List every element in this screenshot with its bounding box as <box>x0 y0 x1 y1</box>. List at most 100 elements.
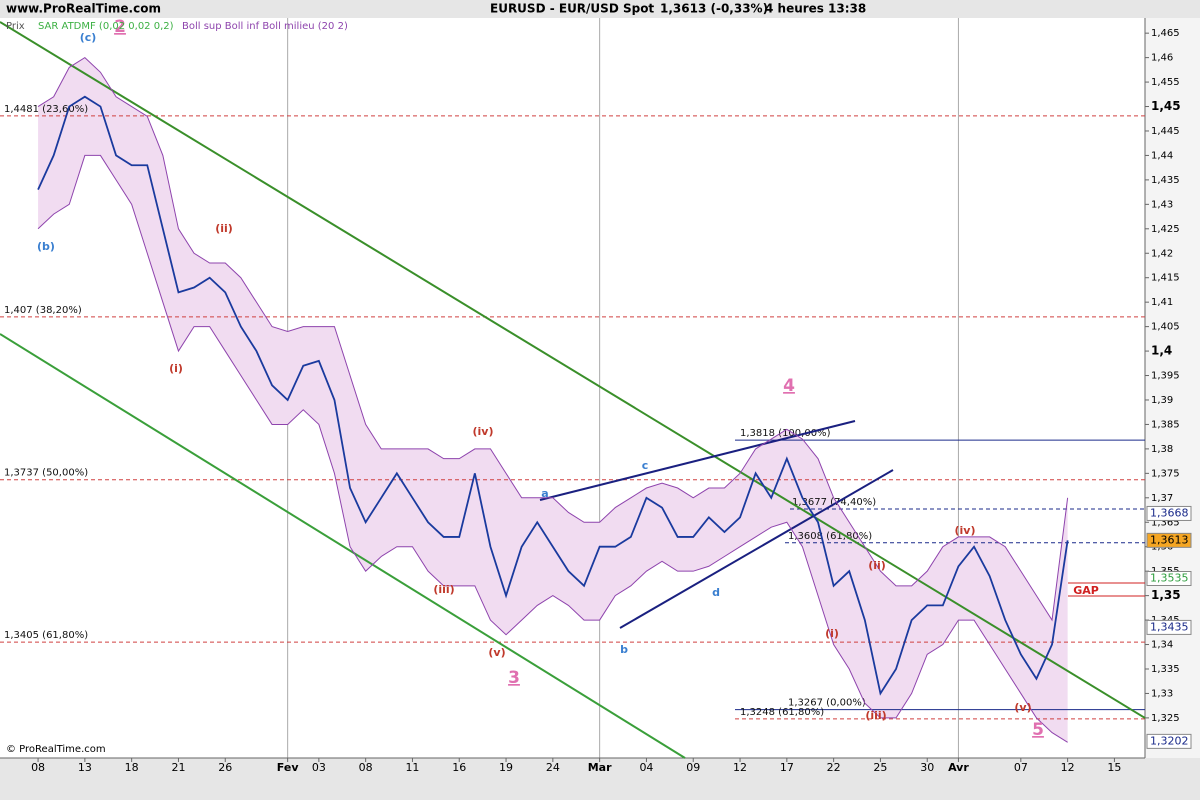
x-tick-label: 07 <box>1014 761 1028 774</box>
x-tick-label: 26 <box>218 761 232 774</box>
x-tick-label: 13 <box>78 761 92 774</box>
x-tick-label: 15 <box>1107 761 1121 774</box>
fib-label: 1,3677 (74,40%) <box>792 497 876 508</box>
price-tag-label: 1,3535 <box>1150 572 1189 585</box>
wave-label: (ii) <box>868 559 886 572</box>
y-tick-label: 1,37 <box>1151 493 1173 504</box>
price-tag <box>1146 571 1192 587</box>
price-tag-label: 1,3202 <box>1150 734 1189 747</box>
price-tag <box>1146 532 1192 548</box>
fib-label: 1,3248 (61,80%) <box>740 707 824 718</box>
trend-line <box>0 21 1146 719</box>
timeframe: 4 heures <box>765 2 824 16</box>
y-tick-label: 1,435 <box>1151 175 1180 186</box>
wave-label: 3 <box>508 668 520 688</box>
price-tag <box>1146 619 1192 635</box>
y-tick-label: 1,415 <box>1151 273 1180 284</box>
wave-label: (i) <box>825 627 839 640</box>
quote: 1,3613 (-0,33%) <box>660 2 768 16</box>
x-tick-label: 30 <box>920 761 934 774</box>
price-tag-label: 1,3435 <box>1150 620 1189 633</box>
trend-line <box>539 420 856 501</box>
x-tick-label: 21 <box>171 761 185 774</box>
y-tick-label: 1,335 <box>1151 664 1180 675</box>
fib-label: 1,3608 (61,80%) <box>788 531 872 542</box>
x-tick-label: 04 <box>639 761 653 774</box>
instrument: EURUSD - EUR/USD Spot <box>490 2 654 16</box>
y-tick-label: 1,445 <box>1151 126 1180 137</box>
wave-label: (iv) <box>473 425 494 438</box>
fib-label: 1,3267 (0,00%) <box>788 698 866 709</box>
fib-label: 1,3737 (50,00%) <box>4 468 88 479</box>
x-axis-panel <box>0 758 1200 800</box>
price-tag <box>1146 733 1192 749</box>
y-tick-label: 1,43 <box>1151 199 1173 210</box>
x-tick-label: 12 <box>1061 761 1075 774</box>
legend-entry: Prix <box>6 21 25 32</box>
y-tick-label: 1,375 <box>1151 468 1180 479</box>
x-tick-label: 18 <box>125 761 139 774</box>
trend-line <box>619 469 894 629</box>
price-tag-label: 1,3668 <box>1150 506 1189 519</box>
legend-entry: Boll sup Boll inf Boll milieu (20 2) <box>182 21 348 32</box>
fib-label: 1,4481 (23,60%) <box>4 104 88 115</box>
price-tag-label: 1,3613 <box>1150 533 1189 546</box>
time: 13:38 <box>828 2 866 16</box>
wave-label: (c) <box>80 31 97 44</box>
wave-label: 5 <box>1032 720 1044 740</box>
wave-label: (i) <box>169 362 183 375</box>
x-tick-label: 19 <box>499 761 513 774</box>
wave-label: 2 <box>114 17 126 37</box>
y-tick-label: 1,39 <box>1151 395 1173 406</box>
x-tick-label: 24 <box>546 761 560 774</box>
wave-label: b <box>620 643 628 656</box>
wave-label: d <box>712 586 720 599</box>
bollinger-line <box>37 154 1068 743</box>
fib-label: 1,3818 (100,00%) <box>740 428 831 439</box>
y-tick-label: 1,35 <box>1151 588 1181 602</box>
y-tick-label: 1,46 <box>1151 53 1173 64</box>
y-tick-label: 1,42 <box>1151 248 1173 259</box>
y-tick-label: 1,4 <box>1151 344 1172 358</box>
fib-label: 1,407 (38,20%) <box>4 305 82 316</box>
x-tick-label: 25 <box>873 761 887 774</box>
x-tick-label: 17 <box>780 761 794 774</box>
x-tick-label: Mar <box>588 761 612 774</box>
x-tick-label: 08 <box>359 761 373 774</box>
x-tick-label: Avr <box>948 761 969 774</box>
y-tick-label: 1,365 <box>1151 517 1180 528</box>
y-tick-label: 1,34 <box>1151 640 1173 651</box>
y-tick-label: 1,455 <box>1151 77 1180 88</box>
fib-label: 1,3405 (61,80%) <box>4 630 88 641</box>
x-tick-label: 12 <box>733 761 747 774</box>
y-tick-label: 1,405 <box>1151 322 1180 333</box>
wave-label: (v) <box>488 646 505 659</box>
wave-label: (ii) <box>215 222 233 235</box>
wave-label: (iv) <box>955 524 976 537</box>
legend-entry: SAR ATDMF (0,02 0,02 0,2) <box>38 21 174 32</box>
y-tick-label: 1,465 <box>1151 28 1180 39</box>
wave-label: a <box>541 487 548 500</box>
plot-area: 08 13 18 21 26 Fev 03 08 11 16 19 24 Mar 04 09 12 17 22 25… <box>0 17 1192 774</box>
y-tick-label: 1,44 <box>1151 150 1173 161</box>
header-bar <box>0 0 1200 18</box>
wave-label: (iii) <box>433 583 454 596</box>
wave-label: c <box>642 459 649 472</box>
y-tick-label: 1,425 <box>1151 224 1180 235</box>
y-tick-label: 1,385 <box>1151 419 1180 430</box>
trend-line <box>0 333 686 759</box>
x-tick-label: 09 <box>686 761 700 774</box>
wave-label: (b) <box>37 240 55 253</box>
y-tick-label: 1,41 <box>1151 297 1173 308</box>
wave-label: (iii) <box>865 709 886 722</box>
wave-label: (v) <box>1014 701 1031 714</box>
price-line <box>37 95 1069 696</box>
wave-label: 4 <box>783 376 795 396</box>
bollinger-line <box>37 56 1069 622</box>
wave-label: GAP <box>1073 584 1099 597</box>
y-tick-label: 1,38 <box>1151 444 1173 455</box>
y-tick-label: 1,33 <box>1151 688 1173 699</box>
x-tick-label: 08 <box>31 761 45 774</box>
